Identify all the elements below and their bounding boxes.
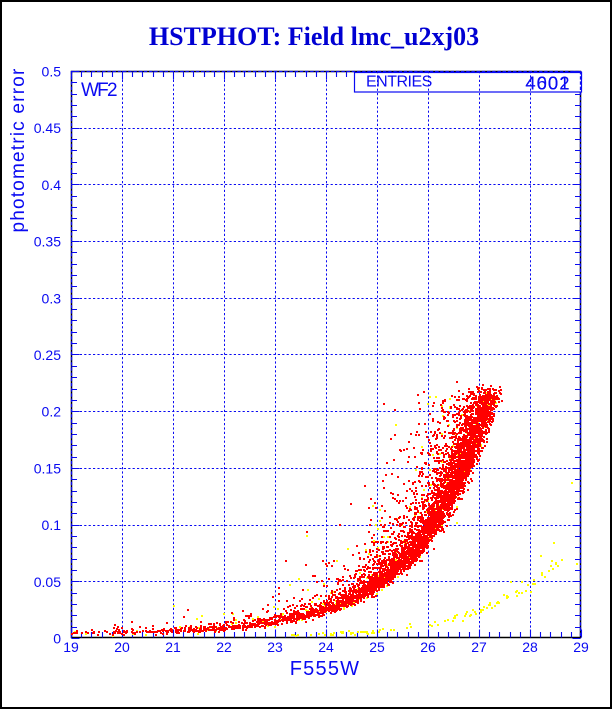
svg-text:0: 0 [53,631,61,647]
svg-text:28: 28 [522,639,538,655]
svg-text:22: 22 [216,639,232,655]
svg-text:0.1: 0.1 [42,517,62,533]
svg-text:21: 21 [165,639,181,655]
svg-text:0.2: 0.2 [42,404,62,420]
svg-text:photometric error: photometric error [8,67,29,232]
svg-text:0.3: 0.3 [42,290,62,306]
svg-text:27: 27 [471,639,487,655]
svg-text:4601: 4601 [525,73,570,94]
svg-text:0.45: 0.45 [34,120,61,136]
svg-text:0.05: 0.05 [34,574,61,590]
svg-text:HSTPHOT: Field lmc_u2xj03: HSTPHOT: Field lmc_u2xj03 [149,22,479,51]
svg-text:0.35: 0.35 [34,234,61,250]
svg-text:0.4: 0.4 [42,177,62,193]
svg-text:26: 26 [420,639,436,655]
svg-text:29: 29 [573,639,589,655]
svg-text:0.25: 0.25 [34,347,61,363]
svg-text:0.15: 0.15 [34,460,61,476]
svg-text:23: 23 [267,639,283,655]
svg-text:0.5: 0.5 [42,64,62,80]
svg-text:24: 24 [318,639,334,655]
svg-text:19: 19 [63,639,79,655]
svg-text:F555W: F555W [290,658,360,680]
svg-text:25: 25 [369,639,385,655]
svg-text:20: 20 [114,639,130,655]
svg-text:WF2: WF2 [81,80,117,101]
svg-text:ENTRIES: ENTRIES [366,74,432,91]
svg-text:4002: 4002 [525,73,570,94]
